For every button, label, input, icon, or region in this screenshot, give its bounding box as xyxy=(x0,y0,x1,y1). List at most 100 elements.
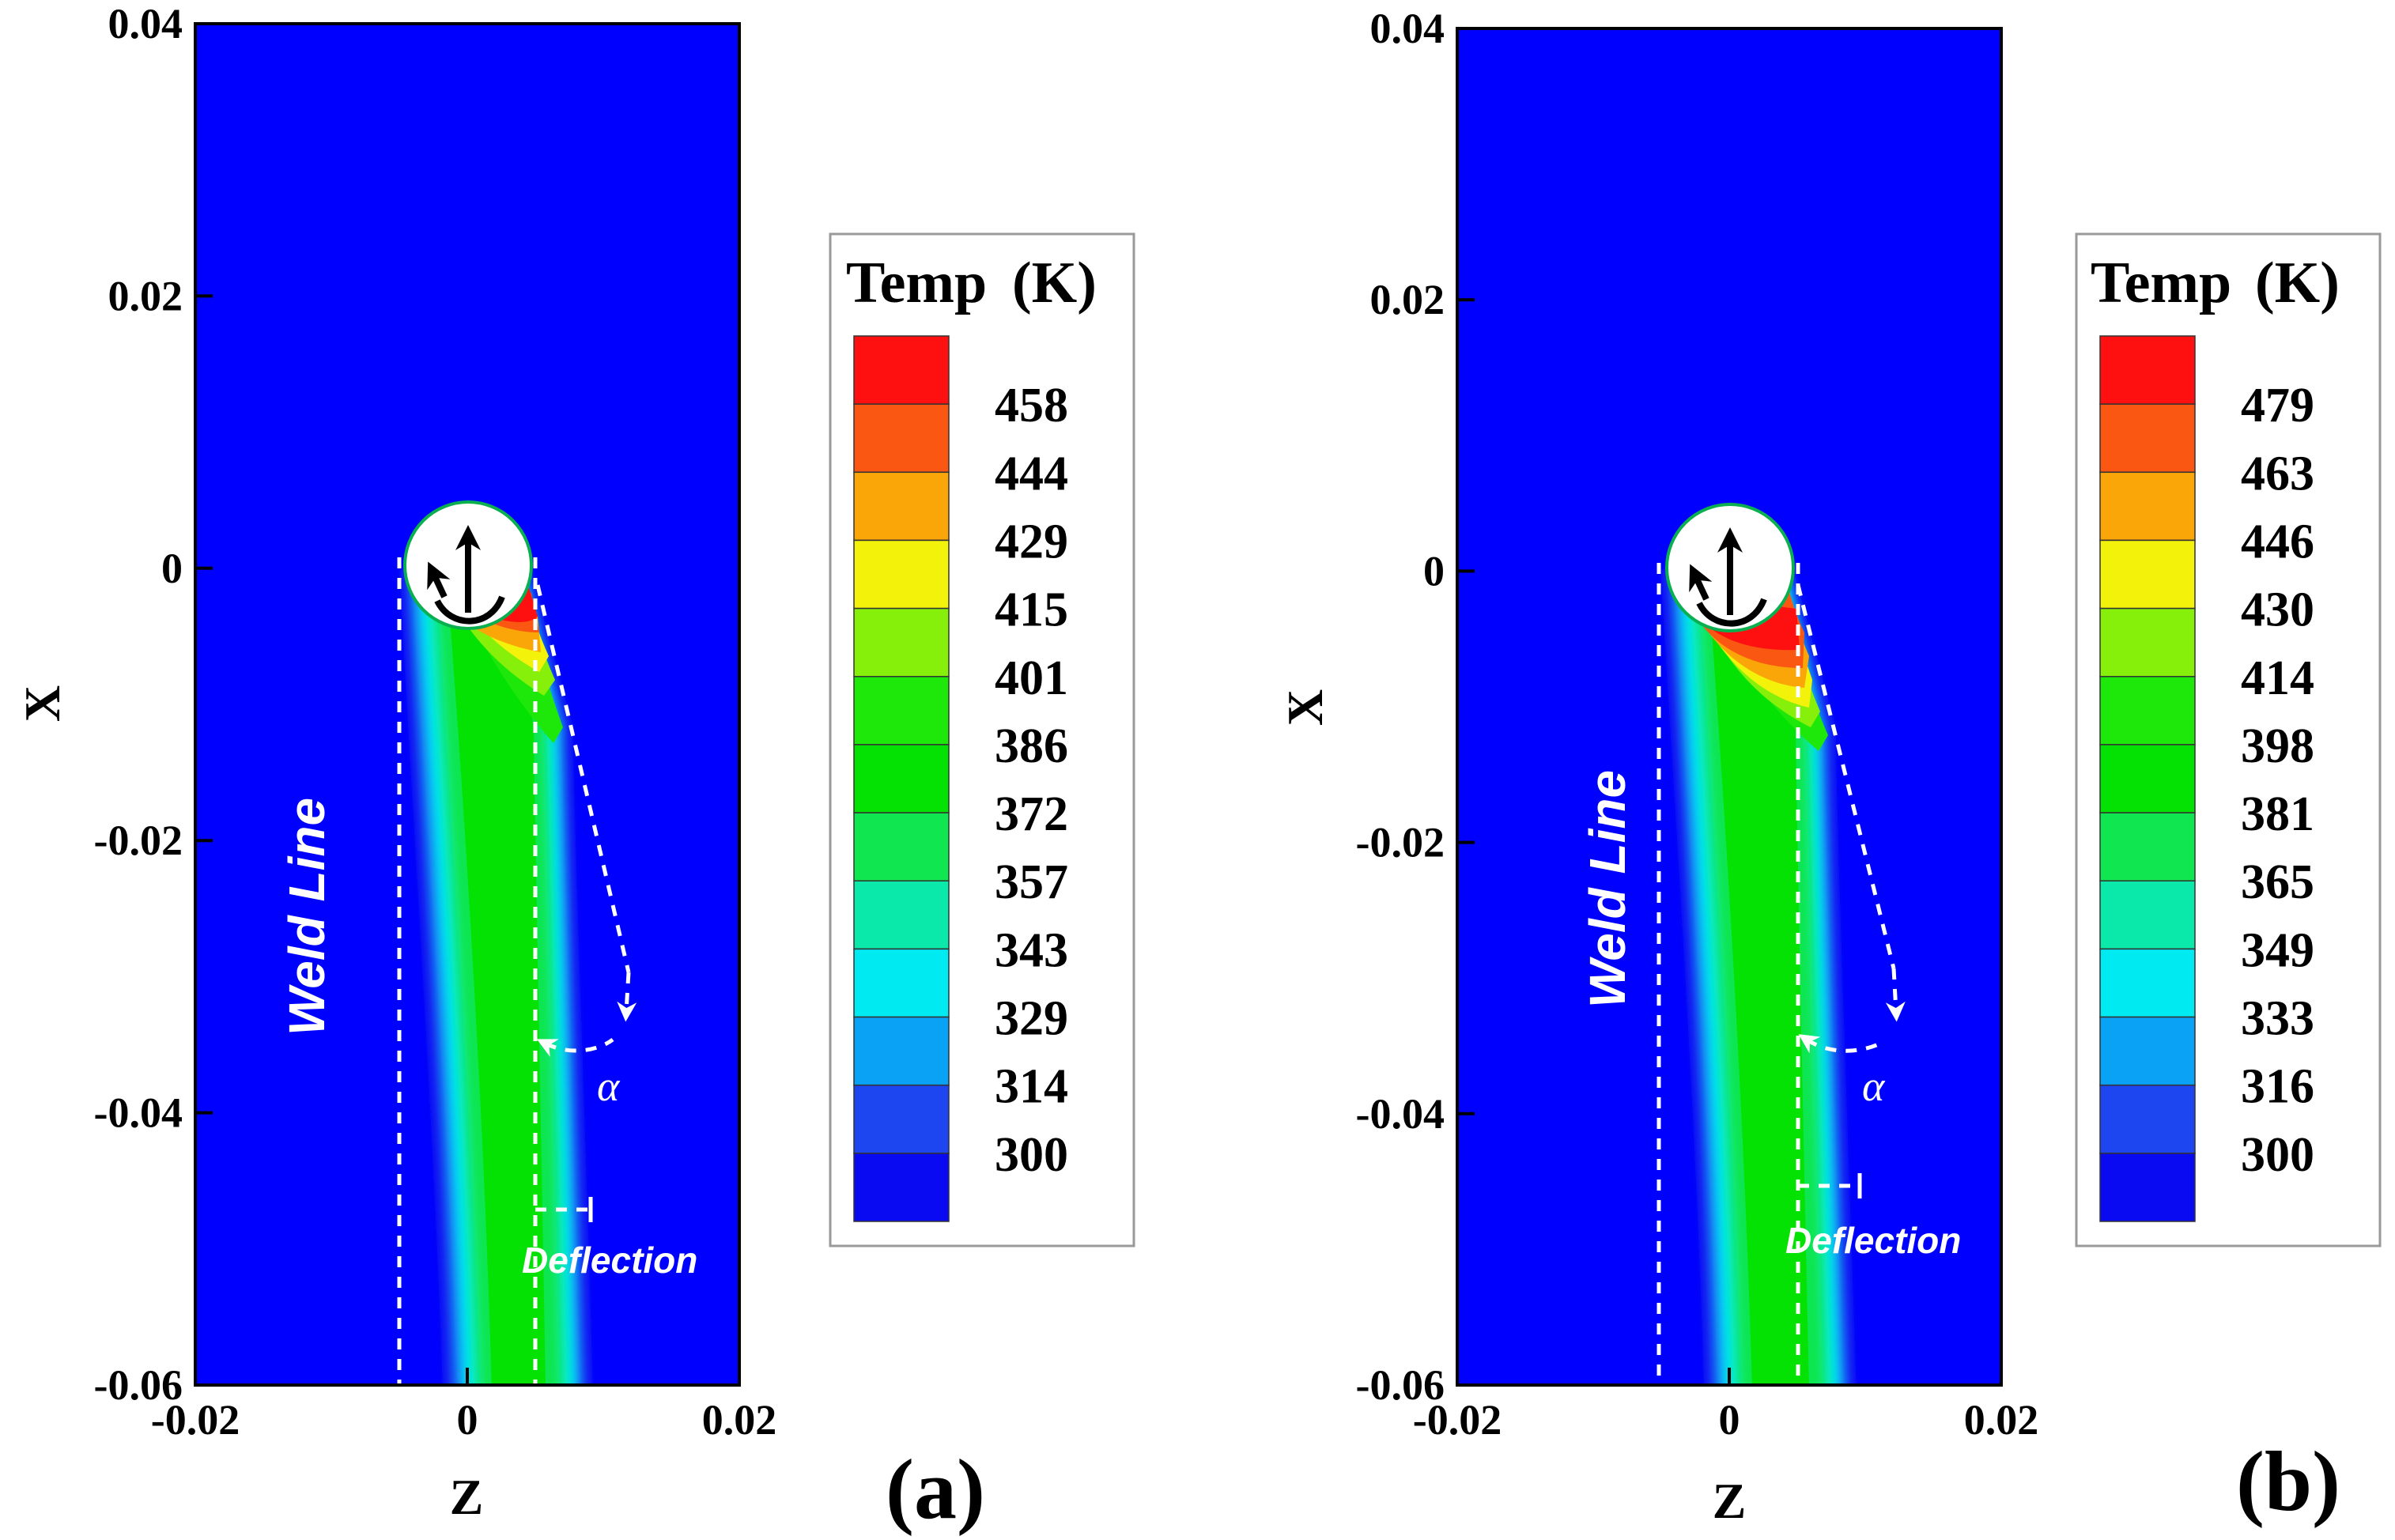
weld-line-label: Weld Line xyxy=(1579,770,1636,1008)
legend-value: 357 xyxy=(995,855,1068,909)
legend-value: 333 xyxy=(2241,992,2314,1046)
legend-value: 300 xyxy=(995,1128,1068,1182)
legend-swatch xyxy=(2099,948,2196,1018)
legend-swatch xyxy=(853,403,950,474)
legend-value: 458 xyxy=(995,379,1068,432)
legend-value: 365 xyxy=(2241,855,2314,909)
deflection-label: Deflection xyxy=(522,1240,697,1281)
legend-swatch xyxy=(853,676,950,745)
legend-value: 414 xyxy=(2241,651,2314,705)
legend-a: 458 444 429 415 401 386 372 357 343 329 314 300 xyxy=(853,335,1068,1222)
y-tick-label: -0.02 xyxy=(1356,819,1445,866)
weld-line-label: Weld Line xyxy=(278,798,335,1036)
x-tick-label: 0.02 xyxy=(702,1396,777,1444)
legend-b: 479 463 446 430 414 398 381 365 349 333 316 300 xyxy=(2099,335,2314,1222)
legend-value: 314 xyxy=(995,1060,1068,1114)
legend-swatch xyxy=(2099,744,2196,813)
plume-a xyxy=(399,561,593,1385)
legend-value: 381 xyxy=(2241,787,2314,841)
legend-value: 316 xyxy=(2241,1060,2314,1114)
legend-value: 444 xyxy=(995,447,1068,500)
annotations-a xyxy=(397,557,637,1383)
y-tick-label: 0 xyxy=(161,545,183,592)
legend-swatch xyxy=(853,539,950,610)
y-tick-label: -0.06 xyxy=(1356,1361,1445,1409)
legend-value: 415 xyxy=(995,583,1068,637)
panel-b: Weld Line Deflection α -0.02 0 0.02 0.04 0.0… xyxy=(1277,5,2382,1529)
x-tick-label: 0.02 xyxy=(1964,1396,2039,1444)
legend-swatch xyxy=(853,471,950,542)
legend-swatch xyxy=(2099,607,2196,678)
legend-value: 429 xyxy=(995,515,1068,568)
legend-swatch xyxy=(2099,812,2196,881)
angle-label: α xyxy=(1862,1063,1886,1110)
panel-a: Weld Line Deflection α -0.02 0 0.02 0.04 0.0… xyxy=(14,0,1135,1537)
legend-value: 372 xyxy=(995,787,1068,841)
y-axis-title-a: X xyxy=(14,685,70,722)
x-axis-title-b: Z xyxy=(1713,1473,1747,1529)
deflection-label: Deflection xyxy=(1785,1220,1961,1261)
legend-swatch xyxy=(2099,335,2196,405)
legend-swatch xyxy=(853,1084,950,1154)
legend-swatch xyxy=(853,607,950,678)
y-tick-label: -0.02 xyxy=(94,817,183,864)
legend-value: 398 xyxy=(2241,719,2314,773)
legend-value: 349 xyxy=(2241,923,2314,977)
plume-b xyxy=(1660,561,1857,1385)
legend-value: 430 xyxy=(2241,583,2314,637)
legend-value: 343 xyxy=(995,923,1068,977)
plume-axis-line xyxy=(1796,584,1896,969)
legend-swatch xyxy=(853,812,950,881)
plume-band-a xyxy=(447,569,546,1385)
y-tick-label: 0.02 xyxy=(1370,276,1445,323)
legend-title-b: Temp xyxy=(2091,251,2231,315)
legend-unit-b: (K) xyxy=(2255,251,2340,315)
y-axis-title-b: X xyxy=(1277,689,1333,726)
y-tick-label: 0.02 xyxy=(108,272,183,319)
legend-swatch xyxy=(2099,471,2196,542)
x-tick-label: 0 xyxy=(457,1396,478,1444)
legend-value: 463 xyxy=(2241,447,2314,500)
legend-swatch xyxy=(2099,403,2196,474)
legend-value: 300 xyxy=(2241,1128,2314,1182)
legend-swatch xyxy=(853,948,950,1018)
legend-value: 329 xyxy=(995,992,1068,1046)
legend-unit-a: (K) xyxy=(1012,251,1097,315)
ticks-a: -0.02 0 0.02 0.04 0.02 0 -0.02 -0.04 -0.06 xyxy=(94,0,777,1444)
annotations-b xyxy=(1656,563,1906,1383)
legend-swatch xyxy=(2099,1016,2196,1086)
angle-arc xyxy=(536,1037,614,1057)
legend-value: 446 xyxy=(2241,515,2314,568)
legend-title-a: Temp xyxy=(846,251,987,315)
y-tick-label: 0 xyxy=(1423,547,1445,594)
panel-label-a: (a) xyxy=(886,1443,985,1537)
legend-swatch xyxy=(2099,539,2196,610)
legend-swatch xyxy=(853,1016,950,1086)
x-tick-label: -0.02 xyxy=(151,1396,240,1444)
legend-swatch xyxy=(2099,1084,2196,1154)
legend-swatch xyxy=(853,1153,950,1222)
rotation-arrow-icon xyxy=(1689,527,1767,627)
legend-swatch xyxy=(2099,880,2196,950)
ticks-b: -0.02 0 0.02 0.04 0.02 0 -0.02 -0.04 -0.06 xyxy=(1356,5,2039,1444)
x-axis-title-a: Z xyxy=(450,1469,484,1525)
plume-axis-line xyxy=(535,584,631,973)
x-tick-label: 0 xyxy=(1719,1396,1740,1444)
angle-label: α xyxy=(597,1063,621,1110)
x-tick-label: -0.02 xyxy=(1413,1396,1502,1444)
angle-arc xyxy=(1798,1034,1885,1054)
legend-swatch xyxy=(853,880,950,950)
legend-value: 386 xyxy=(995,719,1068,773)
legend-swatch xyxy=(853,335,950,405)
y-tick-label: -0.06 xyxy=(94,1361,183,1409)
rotation-arrow-icon xyxy=(427,525,505,625)
legend-value: 401 xyxy=(995,651,1068,705)
legend-swatch xyxy=(853,744,950,813)
legend-swatch xyxy=(2099,676,2196,745)
y-tick-label: 0.04 xyxy=(1370,5,1445,52)
y-tick-label: -0.04 xyxy=(1356,1090,1445,1138)
y-tick-label: 0.04 xyxy=(108,0,183,47)
plume-band-b xyxy=(1708,569,1809,1385)
y-tick-label: -0.04 xyxy=(94,1089,183,1137)
